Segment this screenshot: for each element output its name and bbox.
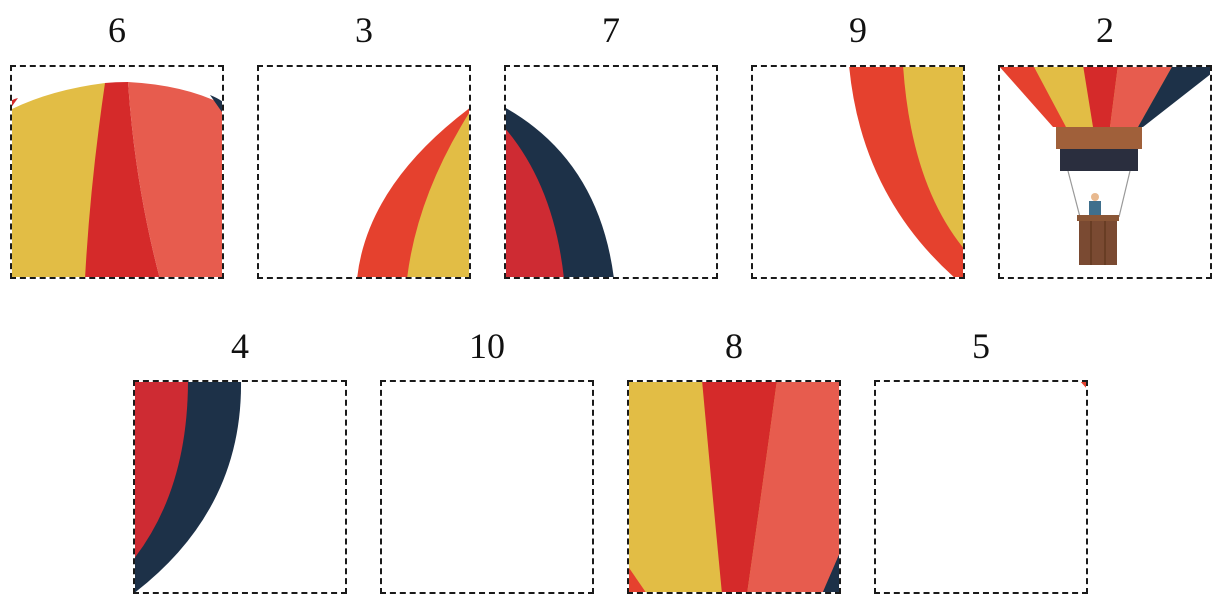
puzzle-piece-9[interactable] <box>751 65 965 279</box>
balloon-basket-fragment-2 <box>1000 67 1210 265</box>
balloon-fragment-4 <box>135 382 241 592</box>
piece-label-4: 4 <box>231 326 249 366</box>
blank-fragment-10 <box>380 380 594 594</box>
piece-label-8: 8 <box>725 326 743 366</box>
balloon-fragment-5 <box>1080 382 1086 388</box>
puzzle-piece-2[interactable] <box>998 65 1212 279</box>
puzzle-piece-3[interactable] <box>257 65 471 279</box>
piece-label-3: 3 <box>355 10 373 50</box>
puzzle-piece-7[interactable] <box>504 65 718 279</box>
balloon-fragment-8 <box>629 382 839 592</box>
piece-label-5: 5 <box>972 326 990 366</box>
piece-label-10: 10 <box>469 326 505 366</box>
balloon-fragment-6 <box>12 82 222 277</box>
piece-label-9: 9 <box>849 10 867 50</box>
puzzle-piece-5[interactable] <box>874 380 1088 594</box>
puzzle-piece-8[interactable] <box>627 380 841 594</box>
puzzle-piece-10[interactable] <box>380 380 594 594</box>
piece-label-6: 6 <box>108 10 126 50</box>
puzzle-piece-6[interactable] <box>10 65 224 279</box>
balloon-fragment-9 <box>849 67 963 277</box>
piece-label-2: 2 <box>1096 10 1114 50</box>
balloon-fragment-3 <box>357 108 469 277</box>
puzzle-piece-4[interactable] <box>133 380 347 594</box>
balloon-fragment-7 <box>506 108 614 277</box>
piece-label-7: 7 <box>602 10 620 50</box>
